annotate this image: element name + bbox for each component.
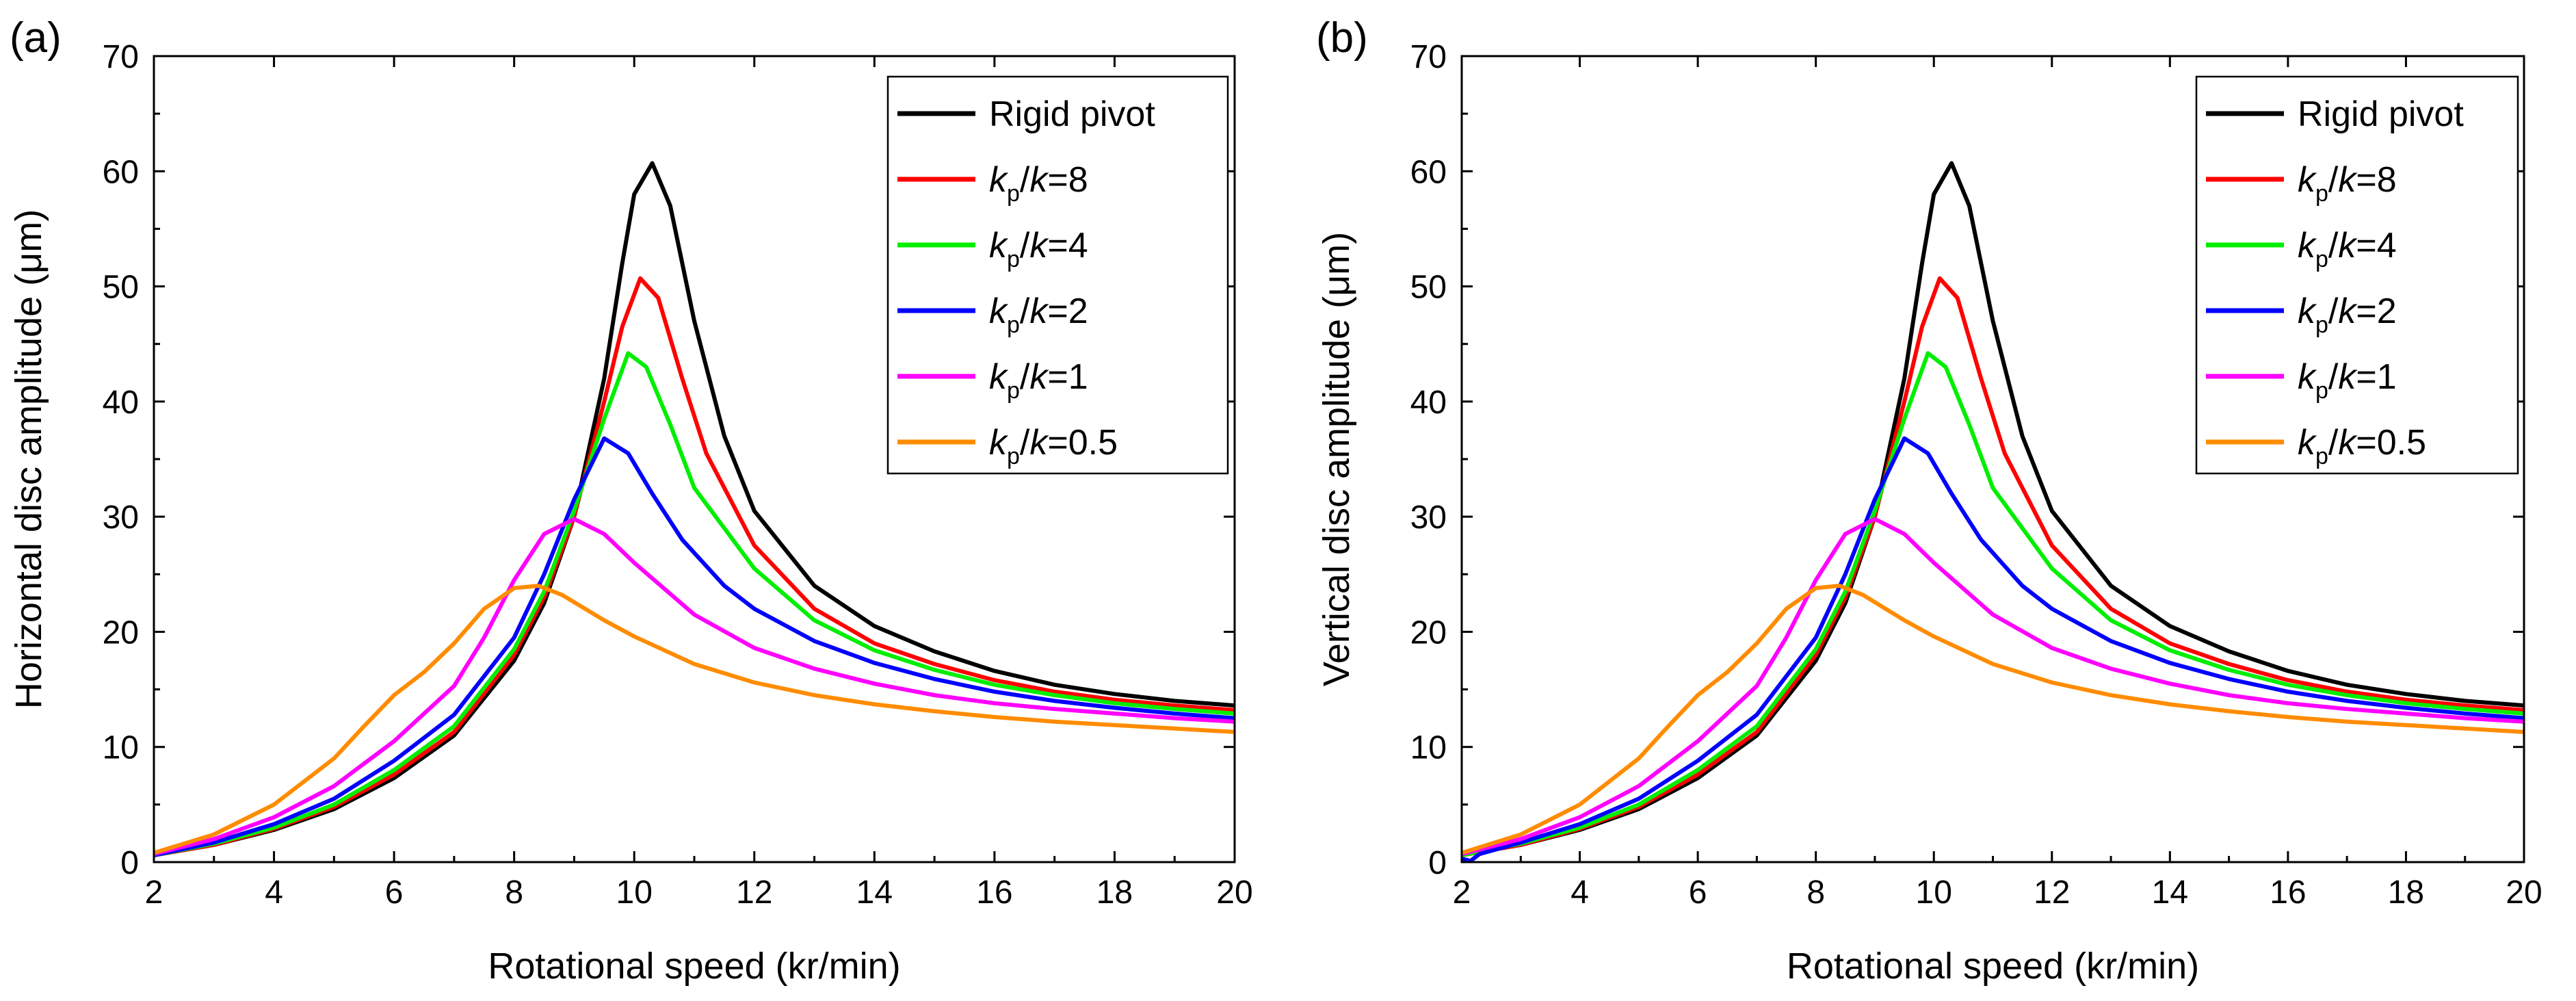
series-line-kp-k-0-5 bbox=[1462, 584, 2524, 855]
y-tick-label: 0 bbox=[1428, 845, 1447, 881]
y-tick-label: 30 bbox=[103, 499, 139, 536]
y-tick-label: 60 bbox=[1410, 154, 1447, 190]
y-tick-label: 10 bbox=[1410, 730, 1447, 766]
legend-entry: kp/k=4 bbox=[2298, 226, 2397, 272]
y-tick-label: 50 bbox=[1410, 270, 1447, 306]
x-tick-label: 10 bbox=[616, 874, 653, 911]
series-line-kp-k-8 bbox=[1462, 276, 2524, 857]
x-tick-label: 6 bbox=[1689, 874, 1707, 911]
x-axis-label: Rotational speed (kr/min) bbox=[488, 946, 900, 987]
series-line-kp-k-1 bbox=[154, 517, 1235, 857]
y-tick-label: 20 bbox=[1410, 614, 1447, 651]
legend-entry: kp/k=2 bbox=[2298, 291, 2397, 338]
legend-box bbox=[886, 75, 1229, 475]
series-line-kp-k-4 bbox=[154, 351, 1235, 857]
legend-entry: Rigid pivot bbox=[989, 94, 1155, 134]
x-tick-label: 20 bbox=[2506, 874, 2542, 911]
chart-panel-a: 2 4 6 8 10 12 14 16 18 20 0 10 20 30 40 50 60 70 Rotationa… bbox=[8, 14, 1253, 987]
x-tick-label: 18 bbox=[2388, 874, 2424, 911]
series-line-kp-k-4 bbox=[1462, 351, 2524, 857]
legend: Rigid pivot kp/k=8 kp/k=4 kp/k=2 kp/k=1 kp/k=… bbox=[886, 75, 1229, 475]
x-tick-label: 2 bbox=[145, 874, 163, 911]
x-tick-label: 6 bbox=[385, 874, 404, 911]
x-tick-label: 18 bbox=[1096, 874, 1133, 911]
y-tick-label: 40 bbox=[103, 385, 139, 421]
x-tick-label: 14 bbox=[856, 874, 893, 911]
x-tick-label: 14 bbox=[2152, 874, 2188, 911]
series-line-rigid-pivot bbox=[154, 161, 1235, 857]
y-tick-label: 0 bbox=[120, 845, 139, 881]
legend-entry: kp/k=0.5 bbox=[2298, 423, 2426, 469]
y-axis-label: Vertical disc amplitude (μm) bbox=[1316, 232, 1357, 686]
x-tick-label: 8 bbox=[1806, 874, 1825, 911]
legend-entry: kp/k=8 bbox=[989, 160, 1088, 207]
y-axis-label: Horizontal disc amplitude (μm) bbox=[8, 209, 49, 709]
legend-entry: kp/k=8 bbox=[2298, 160, 2397, 207]
series-line-kp-k-8 bbox=[154, 276, 1235, 857]
panel-label: (b) bbox=[1316, 14, 1368, 62]
legend-entry: kp/k=4 bbox=[989, 226, 1088, 272]
y-tick-label: 30 bbox=[1410, 499, 1447, 536]
y-tick-label: 50 bbox=[103, 270, 139, 306]
series-line-kp-k-2 bbox=[1462, 436, 2524, 862]
x-tick-label: 12 bbox=[2034, 874, 2070, 911]
y-tick-label: 40 bbox=[1410, 385, 1447, 421]
chart-panel-b: 2 4 6 8 10 12 14 16 18 20 0 10 20 30 40 50 60 70 Rotationa… bbox=[1316, 14, 2542, 987]
x-tick-label: 16 bbox=[976, 874, 1012, 911]
legend-entry: kp/k=1 bbox=[989, 357, 1088, 404]
x-axis-label: Rotational speed (kr/min) bbox=[1787, 946, 2199, 987]
series-line-kp-k-2 bbox=[154, 436, 1235, 857]
y-tick-label: 70 bbox=[1410, 39, 1447, 75]
x-tick-label: 10 bbox=[1916, 874, 1952, 911]
legend-entry: kp/k=1 bbox=[2298, 357, 2397, 404]
y-tick-label: 20 bbox=[103, 614, 139, 651]
x-tick-label: 4 bbox=[265, 874, 283, 911]
legend-entry: kp/k=2 bbox=[989, 291, 1088, 338]
x-tick-label: 2 bbox=[1453, 874, 1471, 911]
y-tick-label: 70 bbox=[103, 39, 139, 75]
x-tick-label: 16 bbox=[2270, 874, 2306, 911]
x-tick-label: 12 bbox=[736, 874, 772, 911]
x-tick-label: 20 bbox=[1216, 874, 1252, 911]
series-line-rigid-pivot bbox=[1462, 161, 2524, 857]
y-tick-label: 10 bbox=[103, 730, 139, 766]
y-tick-label: 60 bbox=[103, 154, 139, 190]
series-line-kp-k-1 bbox=[1462, 517, 2524, 857]
x-tick-label: 8 bbox=[505, 874, 523, 911]
legend-entry: kp/k=0.5 bbox=[989, 423, 1118, 469]
legend: Rigid pivot kp/k=8 kp/k=4 kp/k=2 kp/k=1 kp/k=… bbox=[2195, 75, 2519, 475]
panel-label: (a) bbox=[10, 14, 62, 62]
x-tick-label: 4 bbox=[1570, 874, 1589, 911]
legend-entry: Rigid pivot bbox=[2298, 94, 2464, 134]
series-line-kp-k-0-5 bbox=[154, 584, 1235, 855]
legend-box bbox=[2195, 75, 2519, 475]
